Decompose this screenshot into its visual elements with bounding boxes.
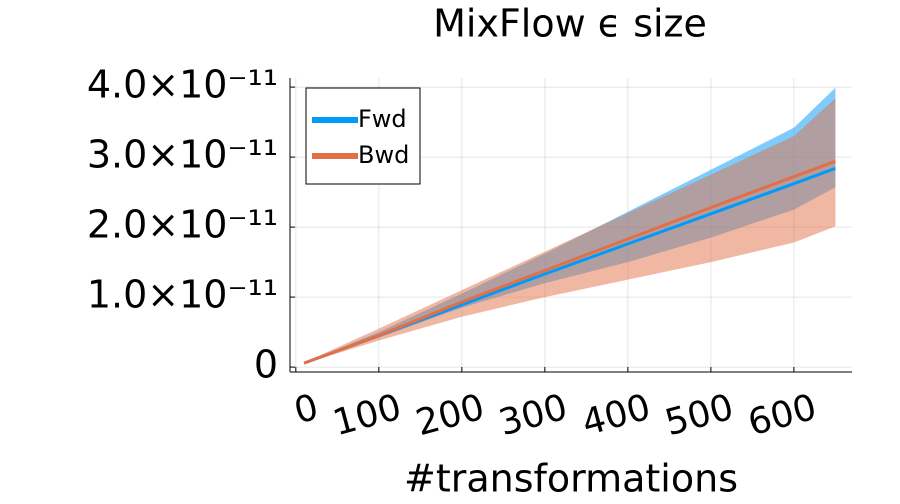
y-tick-label: 4.0×10⁻¹¹ [87, 63, 278, 107]
y-tick-label: 1.0×10⁻¹¹ [87, 273, 278, 317]
x-tick-label: 400 [578, 387, 655, 444]
y-tick-label: 3.0×10⁻¹¹ [87, 133, 278, 177]
x-tick-label: 200 [412, 387, 489, 444]
legend: Fwd Bwd [305, 87, 421, 185]
y-tick-label: 0 [254, 343, 278, 387]
error-band [304, 98, 836, 364]
legend-label: Bwd [358, 141, 409, 169]
legend-box [305, 87, 421, 185]
x-tick-label: 300 [495, 387, 572, 444]
y-tick-label: 2.0×10⁻¹¹ [87, 203, 278, 247]
x-axis-label: #transformations [404, 457, 738, 501]
x-tick-label: 500 [661, 387, 738, 444]
x-tick-label: 100 [329, 387, 406, 444]
x-tick-label: 0 [290, 387, 323, 433]
line [303, 159, 836, 365]
chart-title: MixFlow ϵ size [433, 2, 707, 46]
x-tick-label: 600 [744, 387, 821, 444]
legend-label: Fwd [358, 105, 407, 133]
